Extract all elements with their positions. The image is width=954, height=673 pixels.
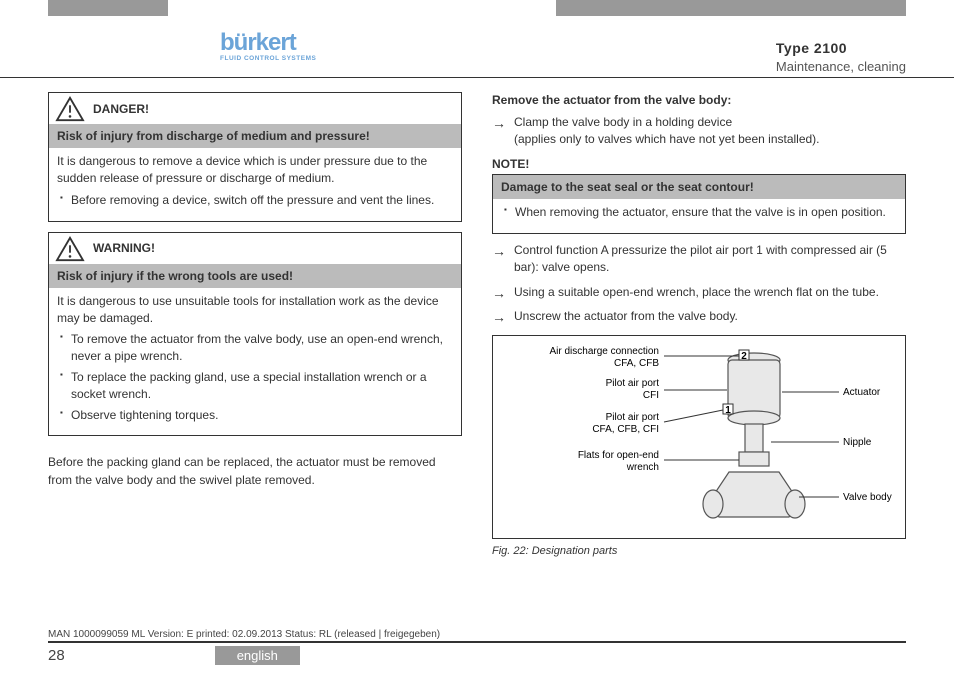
content: DANGER! Risk of injury from discharge of… [48, 92, 906, 559]
label-cfa-cfb-cfi: CFA, CFB, CFI [592, 424, 659, 435]
note-box: Damage to the seat seal or the seat cont… [492, 174, 906, 234]
logo: bürkert FLUID CONTROL SYSTEMS [220, 33, 316, 61]
label-pilot2: Pilot air port [606, 412, 660, 423]
diagram-num1: 1 [725, 405, 731, 416]
note-bullets: When removing the actuator, ensure that … [501, 204, 897, 221]
label-pilot-cfi: Pilot air port [606, 378, 660, 389]
step-3: Using a suitable open-end wrench, place … [492, 284, 906, 301]
step-4: Unscrew the actuator from the valve body… [492, 308, 906, 325]
warning-heading: WARNING! [93, 240, 155, 256]
label-air-discharge: Air discharge connection [549, 346, 659, 357]
note-title: Damage to the seat seal or the seat cont… [493, 175, 905, 199]
note-label: NOTE! [492, 156, 906, 172]
label-cfa-cfb: CFA, CFB [614, 358, 659, 369]
warning-title: Risk of injury if the wrong tools are us… [49, 264, 461, 288]
danger-bullets: Before removing a device, switch off the… [57, 192, 453, 209]
page: bürkert FLUID CONTROL SYSTEMS Type 2100 … [0, 0, 954, 673]
step-1b: (applies only to valves which have not y… [514, 131, 906, 148]
warning-triangle-icon [55, 236, 85, 262]
page-header: bürkert FLUID CONTROL SYSTEMS Type 2100 … [0, 18, 954, 78]
label-actuator: Actuator [843, 387, 881, 398]
label-cfi: CFI [643, 390, 659, 401]
footer: MAN 1000099059 ML Version: E printed: 02… [48, 629, 906, 665]
top-gray-bars [0, 0, 954, 16]
top-bar-right [556, 0, 906, 16]
footer-meta: MAN 1000099059 ML Version: E printed: 02… [48, 629, 906, 643]
warning-triangle-icon [55, 96, 85, 122]
note-bullet: When removing the actuator, ensure that … [501, 204, 897, 221]
left-paragraph: Before the packing gland can be replaced… [48, 454, 462, 489]
warning-text: It is dangerous to use unsuitable tools … [57, 293, 453, 327]
label-wrench: wrench [626, 462, 659, 473]
warning-bullet-1: To remove the actuator from the valve bo… [57, 331, 453, 365]
danger-heading: DANGER! [93, 101, 149, 117]
figure-caption: Fig. 22: Designation parts [492, 544, 906, 559]
warning-bullets: To remove the actuator from the valve bo… [57, 331, 453, 423]
danger-box: DANGER! Risk of injury from discharge of… [48, 92, 462, 222]
warning-box: WARNING! Risk of injury if the wrong too… [48, 232, 462, 437]
steps-bottom: Control function A pressurize the pilot … [492, 242, 906, 325]
step-2: Control function A pressurize the pilot … [492, 242, 906, 276]
top-bar-left [48, 0, 168, 16]
label-flats: Flats for open-end [578, 450, 659, 461]
footer-row: 28 english [48, 646, 906, 665]
danger-text: It is dangerous to remove a device which… [57, 153, 453, 187]
language-tag: english [215, 646, 300, 665]
warning-body: It is dangerous to use unsuitable tools … [49, 288, 461, 436]
diagram-svg: 2 1 Air discharge connection CFA, CFB [499, 342, 899, 532]
danger-bullet-1: Before removing a device, switch off the… [57, 192, 453, 209]
steps-top: Clamp the valve body in a holding device… [492, 114, 906, 148]
logo-text: bürkert [220, 33, 316, 53]
diagram-num2: 2 [741, 351, 747, 362]
label-valve-body: Valve body [843, 492, 892, 503]
step-1a: Clamp the valve body in a holding device [514, 115, 732, 129]
type-label: Type 2100 [776, 40, 906, 56]
label-nipple: Nipple [843, 437, 872, 448]
warning-bullet-3: Observe tightening torques. [57, 407, 453, 424]
danger-title: Risk of injury from discharge of medium … [49, 124, 461, 148]
left-column: DANGER! Risk of injury from discharge of… [48, 92, 462, 559]
warning-header: WARNING! [49, 233, 461, 264]
section-label: Maintenance, cleaning [776, 59, 906, 74]
danger-header: DANGER! [49, 93, 461, 124]
page-number: 28 [48, 647, 65, 664]
logo-tagline: FLUID CONTROL SYSTEMS [220, 55, 316, 62]
remove-heading: Remove the actuator from the valve body: [492, 92, 906, 108]
warning-bullet-2: To replace the packing gland, use a spec… [57, 369, 453, 403]
header-right: Type 2100 Maintenance, cleaning [776, 40, 906, 74]
right-column: Remove the actuator from the valve body:… [492, 92, 906, 559]
step-1: Clamp the valve body in a holding device… [492, 114, 906, 148]
diagram: 2 1 Air discharge connection CFA, CFB [492, 335, 906, 539]
note-body: When removing the actuator, ensure that … [493, 199, 905, 233]
danger-body: It is dangerous to remove a device which… [49, 148, 461, 220]
